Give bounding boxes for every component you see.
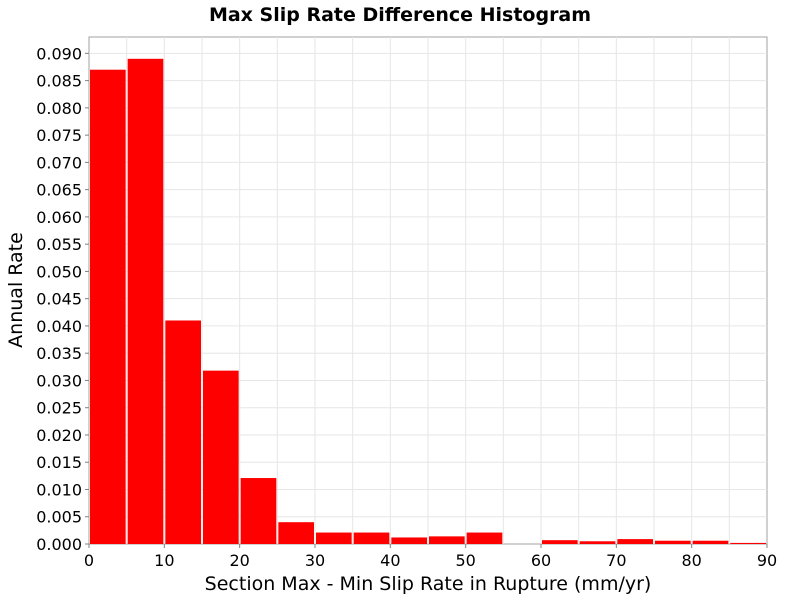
y-axis-title: Annual Rate (5, 232, 27, 348)
chart-title: Max Slip Rate Difference Histogram (209, 4, 591, 26)
y-tick-label-10: 0.050 (36, 262, 82, 281)
x-tick-label-4: 40 (380, 551, 400, 570)
y-tick-label-0: 0.000 (36, 535, 82, 554)
bar-7 (353, 532, 390, 544)
y-tick-label-11: 0.055 (36, 235, 82, 254)
y-tick-label-1: 0.005 (36, 508, 82, 527)
bar-13 (579, 541, 616, 544)
y-tick-label-5: 0.025 (36, 399, 82, 418)
y-tick-label-17: 0.085 (36, 72, 82, 91)
x-tick-label-3: 30 (305, 551, 325, 570)
y-tick-label-18: 0.090 (36, 44, 82, 63)
bar-4 (240, 478, 277, 544)
bar-9 (429, 536, 465, 544)
x-axis-title: Section Max - Min Slip Rate in Rupture (… (205, 573, 652, 595)
y-tick-label-7: 0.035 (36, 344, 82, 363)
bars (90, 58, 766, 544)
x-tick-label-1: 10 (154, 551, 174, 570)
y-tick-label-4: 0.020 (36, 426, 82, 445)
axes: 0 10 20 30 40 50 60 70 80 90 0.000 0.005 0.010 0.015 0… (36, 44, 777, 570)
bar-15 (655, 540, 691, 544)
y-tick-label-12: 0.060 (36, 208, 82, 227)
x-tick-label-9: 90 (757, 551, 777, 570)
x-tick-label-6: 60 (531, 551, 551, 570)
y-tick-label-2: 0.010 (36, 480, 82, 499)
bar-10 (466, 532, 503, 544)
x-tick-label-7: 70 (606, 551, 626, 570)
x-tick-label-5: 50 (455, 551, 475, 570)
y-tick-label-16: 0.080 (36, 99, 82, 118)
bar-0 (90, 69, 126, 544)
bar-12 (542, 540, 578, 544)
x-tick-label-0: 0 (84, 551, 94, 570)
bar-6 (316, 532, 352, 544)
x-tick-label-8: 80 (681, 551, 701, 570)
bar-5 (278, 522, 314, 544)
bar-16 (692, 540, 729, 544)
x-tick-label-2: 20 (229, 551, 249, 570)
bar-1 (127, 58, 164, 544)
grid (89, 37, 767, 544)
bar-3 (203, 370, 239, 544)
y-tick-label-6: 0.030 (36, 371, 82, 390)
y-tick-label-13: 0.065 (36, 181, 82, 200)
y-tick-label-3: 0.015 (36, 453, 82, 472)
bar-14 (617, 539, 653, 544)
y-tick-label-14: 0.070 (36, 153, 82, 172)
y-tick-label-8: 0.040 (36, 317, 82, 336)
bar-8 (391, 537, 427, 544)
y-tick-label-9: 0.045 (36, 290, 82, 309)
bar-17 (730, 542, 766, 544)
y-tick-label-15: 0.075 (36, 126, 82, 145)
bar-2 (165, 320, 201, 544)
